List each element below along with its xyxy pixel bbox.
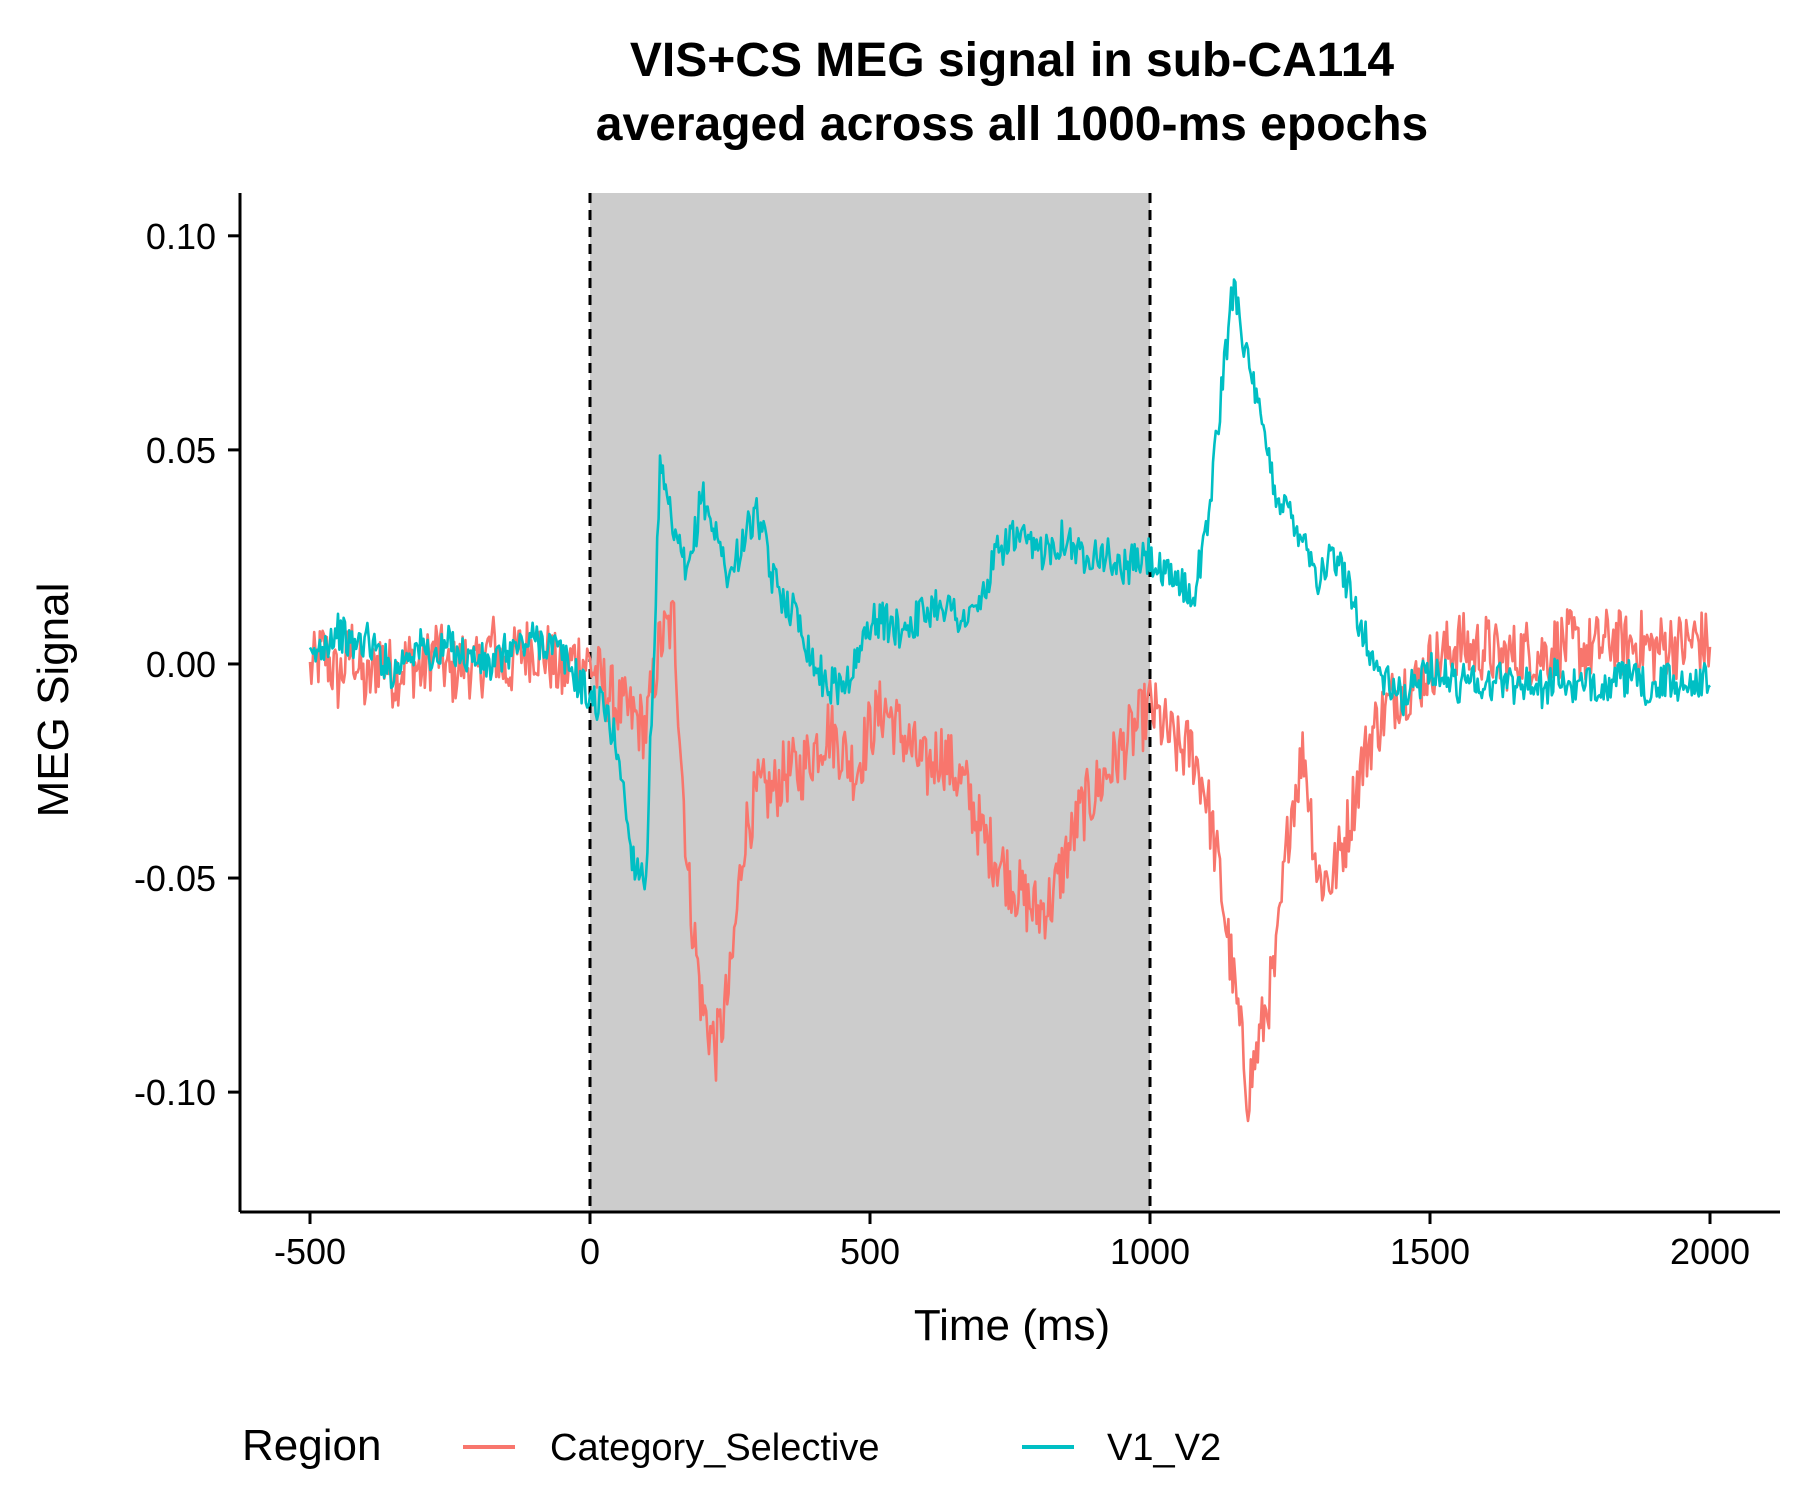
- y-tick-label: -0.10: [134, 1072, 216, 1113]
- x-axis-ticks: -500 0 500 1000 1500 2000: [274, 1212, 1750, 1272]
- y-axis-title: MEG Signal: [29, 583, 78, 818]
- series-lines: [308, 278, 1712, 1123]
- y-axis-ticks: -0.10 -0.05 0.00 0.05 0.10: [134, 216, 240, 1113]
- x-tick-label: 1500: [1390, 1231, 1470, 1272]
- chart-title-line-1: VIS+CS MEG signal in sub-CA114: [630, 34, 1395, 87]
- x-tick-label: 2000: [1670, 1231, 1750, 1272]
- series-line-v1-v2: [308, 278, 1711, 891]
- x-tick-label: 1000: [1110, 1231, 1190, 1272]
- x-tick-label: 0: [580, 1231, 600, 1272]
- stimulus-shaded-region: [590, 193, 1150, 1212]
- y-tick-label: 0.10: [146, 216, 216, 257]
- legend-label-v1-v2: V1_V2: [1107, 1427, 1221, 1469]
- y-tick-label: 0.00: [146, 644, 216, 685]
- legend-title: Region: [242, 1421, 381, 1470]
- y-tick-label: -0.05: [134, 858, 216, 899]
- legend-label-category-selective: Category_Selective: [550, 1427, 880, 1469]
- legend: Region Category_Selective V1_V2: [242, 1421, 1221, 1470]
- y-tick-label: 0.05: [146, 430, 216, 471]
- x-axis-title: Time (ms): [914, 1301, 1110, 1350]
- x-tick-label: 500: [840, 1231, 900, 1272]
- x-tick-label: -500: [274, 1231, 346, 1272]
- chart-title-line-2: averaged across all 1000-ms epochs: [596, 98, 1428, 151]
